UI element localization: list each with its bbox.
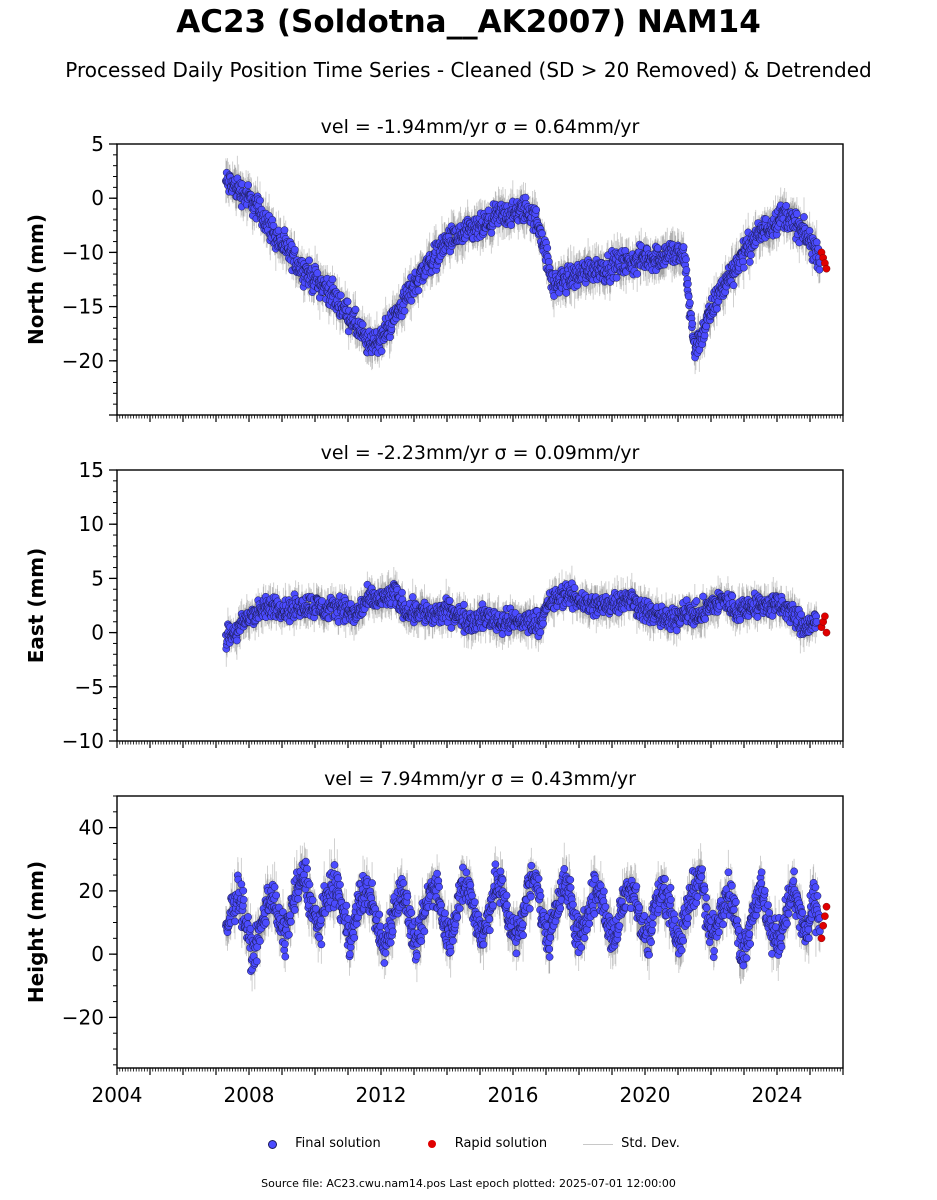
figure-subtitle: Processed Daily Position Time Series - C… <box>65 58 872 82</box>
final-point <box>805 227 814 235</box>
final-point <box>336 291 345 300</box>
final-point <box>612 273 621 282</box>
final-point <box>684 280 692 288</box>
final-point <box>682 255 690 264</box>
final-point <box>679 243 688 251</box>
final-point <box>800 213 808 221</box>
final-point <box>280 226 289 235</box>
final-point <box>487 229 496 237</box>
panel-title-east: vel = -2.23mm/yr σ = 0.09mm/yr <box>321 442 640 464</box>
final-point <box>532 206 541 214</box>
final-point <box>507 221 516 229</box>
final-point <box>351 305 360 314</box>
final-point <box>400 307 409 315</box>
final-point <box>377 347 386 356</box>
panel-title-north: vel = -1.94mm/yr σ = 0.64mm/yr <box>321 116 640 138</box>
final-point <box>538 229 546 238</box>
final-point <box>686 299 694 307</box>
time-series-figure: vel = -1.94mm/yr σ = 0.64mm/yr North (mm)… <box>24 116 844 1107</box>
data-series-east <box>222 565 831 667</box>
final-point <box>256 196 264 205</box>
y-tick-label: −10 <box>62 240 104 264</box>
y-tick-label: 0 <box>91 186 104 210</box>
final-point <box>793 210 801 218</box>
y-tick-label: −20 <box>62 349 104 373</box>
final-solution-points-north <box>222 168 824 362</box>
final-point <box>713 304 721 313</box>
final-point <box>747 251 755 259</box>
final-point <box>313 269 322 278</box>
final-point <box>328 275 337 284</box>
final-point <box>815 265 824 274</box>
final-point <box>682 266 691 274</box>
final-point <box>562 289 571 297</box>
final-point <box>290 245 299 254</box>
y-tick-label: 5 <box>91 132 104 156</box>
y-axis-label-east: East (mm) <box>24 548 48 664</box>
panel-north: vel = -1.94mm/yr σ = 0.64mm/yr North (mm)… <box>24 116 844 422</box>
final-point <box>702 322 711 331</box>
figure-title: AC23 (Soldotna__AK2007) NAM14 <box>176 4 761 40</box>
final-point <box>812 238 821 247</box>
rapid-solution-points-north <box>817 248 831 273</box>
final-point <box>407 296 416 305</box>
final-point <box>729 281 738 290</box>
final-point <box>233 636 241 645</box>
final-point <box>653 244 662 253</box>
data-series-north <box>222 155 831 375</box>
final-point <box>782 201 791 210</box>
final-point <box>386 333 394 342</box>
final-point <box>343 297 352 306</box>
final-point <box>543 244 552 252</box>
rapid-point <box>822 264 831 273</box>
final-point <box>745 258 754 266</box>
final-point <box>358 320 367 329</box>
final-point <box>684 292 693 301</box>
y-tick-label: −15 <box>62 295 104 319</box>
final-point <box>633 270 642 278</box>
y-axis-label-north: North (mm) <box>24 214 48 345</box>
final-point <box>414 286 423 295</box>
final-solution-points-east <box>222 579 821 653</box>
final-point <box>244 181 252 189</box>
final-point <box>305 256 313 265</box>
final-point <box>739 263 748 272</box>
final-point <box>688 319 697 328</box>
